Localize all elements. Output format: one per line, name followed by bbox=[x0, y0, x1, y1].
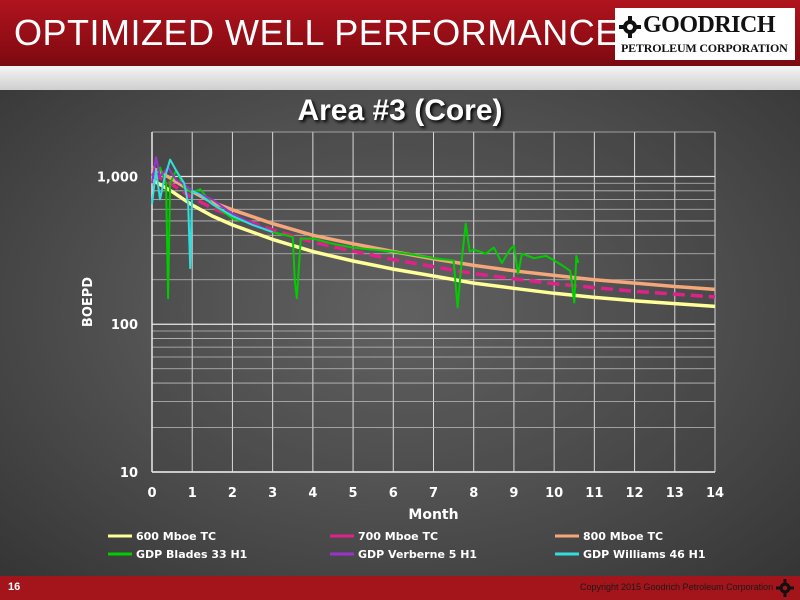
x-tick-label: 12 bbox=[626, 486, 644, 501]
series-line-5 bbox=[151, 156, 273, 234]
copyright-text: Copyright 2015 Goodrich Petroleum Corpor… bbox=[580, 582, 774, 592]
x-tick-label: 7 bbox=[429, 486, 438, 501]
gear-icon bbox=[776, 579, 794, 597]
page-title: OPTIMIZED WELL PERFORMANCE bbox=[14, 12, 620, 53]
x-tick-label: 13 bbox=[666, 486, 684, 501]
page-number: 16 bbox=[8, 581, 21, 593]
x-axis-label: Month bbox=[408, 507, 458, 523]
legend-label: 600 Mboe TC bbox=[136, 530, 216, 543]
company-logo: GOODRICH PETROLEUM CORPORATION bbox=[615, 8, 795, 60]
x-tick-label: 1 bbox=[188, 486, 197, 501]
logo-subtitle: PETROLEUM CORPORATION bbox=[621, 41, 788, 55]
legend-label: 700 Mboe TC bbox=[358, 530, 438, 543]
series-line-2 bbox=[151, 171, 716, 299]
x-tick-label: 3 bbox=[268, 486, 277, 501]
x-tick-label: 10 bbox=[545, 486, 563, 501]
y-tick-label: 100 bbox=[111, 318, 138, 333]
legend-label: GDP Blades 33 H1 bbox=[136, 548, 247, 561]
x-tick-label: 8 bbox=[469, 486, 478, 501]
legend-label: 800 Mboe TC bbox=[583, 530, 663, 543]
slide-content bbox=[0, 90, 800, 576]
header-stripe bbox=[0, 66, 800, 90]
logo-wordmark: GOODRICH bbox=[643, 12, 776, 38]
y-tick-label: 10 bbox=[120, 466, 138, 481]
x-tick-label: 14 bbox=[706, 486, 724, 501]
chart-title: Area #3 (Core) bbox=[297, 94, 503, 127]
y-tick-label: 1,000 bbox=[97, 170, 138, 185]
x-tick-label: 0 bbox=[147, 486, 156, 501]
x-tick-label: 2 bbox=[228, 486, 237, 501]
series-line-1 bbox=[151, 178, 716, 309]
x-tick-label: 6 bbox=[389, 486, 398, 501]
x-tick-label: 4 bbox=[308, 486, 317, 501]
x-tick-label: 11 bbox=[585, 486, 603, 501]
well-performance-chart: 0 1 2 3 4 5 6 7 8 9 10 11 12 13 14101001,000MonthBOEPD… bbox=[81, 131, 724, 561]
footer-bar: 16 Copyright 2015 Goodrich Petroleum Cor… bbox=[0, 576, 800, 600]
legend-label: GDP Verberne 5 H1 bbox=[358, 548, 477, 561]
y-axis-label: BOEPD bbox=[81, 277, 96, 327]
gear-icon bbox=[619, 16, 641, 38]
x-tick-label: 5 bbox=[349, 486, 358, 501]
legend-label: GDP Williams 46 H1 bbox=[583, 548, 706, 561]
x-tick-label: 9 bbox=[509, 486, 518, 501]
series-line-6 bbox=[151, 158, 273, 270]
header-bar: OPTIMIZED WELL PERFORMANCE GOODRICH PETR… bbox=[0, 0, 800, 66]
